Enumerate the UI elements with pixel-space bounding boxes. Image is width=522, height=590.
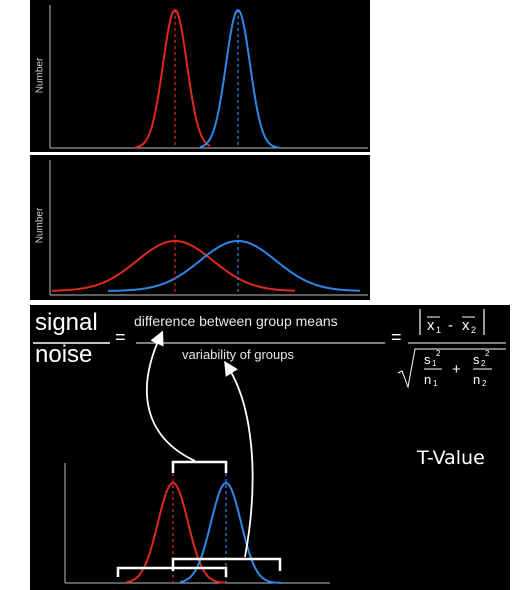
x1-symbol: x [427,317,435,334]
numerator-description: difference between group means [134,313,338,329]
n1-subscript: 1 [433,379,438,388]
noise-arrow [224,360,254,558]
s2-subscript: 2 [481,359,486,368]
top-blue-curve [199,8,281,149]
s2-superscript: 2 [485,349,490,358]
n2-subscript: 2 [482,379,487,388]
minus-sign: - [448,317,453,334]
s2-symbol: s [473,352,480,367]
t-value-equation-panel: signal noise = = difference between grou… [30,305,510,590]
x2-subscript: 2 [471,325,477,335]
mid-chart-svg [49,160,368,296]
t-value-label: T-Value [417,447,485,469]
top-chart-svg [49,5,368,149]
x2-symbol: x [462,317,470,334]
signal-label: signal [35,309,98,336]
blue-spread-bracket [171,557,282,571]
s1-superscript: 2 [436,349,441,358]
denominator-description: variability of groups [182,347,294,362]
n2-symbol: n [473,372,481,387]
sqrt-sign [397,348,506,389]
mid-blue-curve [107,239,361,292]
wide-distributions-panel: Number [30,155,370,300]
signal-arrow [146,330,196,462]
n1-symbol: n [424,372,432,387]
equals-sign-2: = [391,327,402,347]
noise-label: noise [35,341,93,368]
plus-sign: + [452,361,461,378]
s1-subscript: 1 [432,359,437,368]
equals-sign-1: = [115,327,126,347]
bottom-red-curve [125,481,227,584]
top-red-curve [134,8,211,149]
x1-subscript: 1 [436,325,442,335]
means-difference-bracket [171,460,228,473]
mid-red-curve [51,239,296,292]
bottom-annotation-svg [33,309,506,584]
s1-symbol: s [424,352,431,367]
narrow-distributions-panel: Number [30,0,370,152]
